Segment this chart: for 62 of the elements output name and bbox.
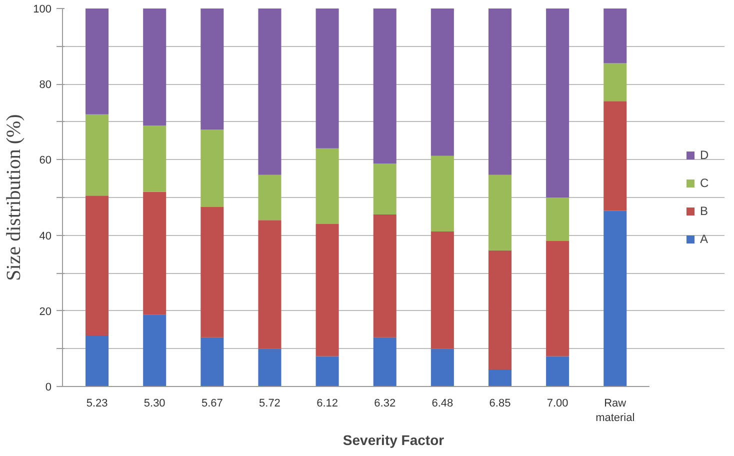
x-axis-title: Severity Factor <box>342 432 445 448</box>
bar <box>546 198 570 241</box>
bar <box>316 148 339 224</box>
y-tick-label: 100 <box>33 4 52 16</box>
bar <box>86 8 109 114</box>
bar <box>258 8 282 175</box>
legend-label: A <box>700 232 710 246</box>
bar <box>604 210 627 386</box>
bar <box>604 101 627 211</box>
bar <box>258 174 282 220</box>
x-tick-label: 5.67 <box>201 398 223 410</box>
bar <box>316 356 339 386</box>
x-tick-label: 5.30 <box>144 398 166 410</box>
bar <box>373 337 396 386</box>
x-tick-label: 6.12 <box>316 398 338 410</box>
y-axis-title: Size distribution (%) <box>3 114 26 281</box>
bar <box>488 174 512 250</box>
bar <box>546 240 570 356</box>
bar <box>86 335 109 386</box>
x-tick-label: 5.72 <box>259 398 280 410</box>
x-tick-label: 6.48 <box>432 398 454 410</box>
legend-label: B <box>700 204 710 218</box>
y-tick-label: 40 <box>39 230 52 242</box>
x-tick-label: Raw material <box>596 398 635 424</box>
bar <box>488 8 512 175</box>
bar <box>143 8 166 126</box>
y-tick-label: 80 <box>39 79 52 92</box>
x-tick-label: 5.23 <box>86 398 108 410</box>
bar <box>373 163 396 215</box>
bar <box>430 232 454 349</box>
bar <box>258 348 282 386</box>
x-tick-label: 7.00 <box>546 398 568 410</box>
bar <box>316 224 339 356</box>
bar <box>430 8 454 156</box>
bar <box>604 63 627 102</box>
bar <box>200 8 224 130</box>
y-tick-label: 20 <box>39 306 52 318</box>
y-tick-label: 60 <box>39 154 52 167</box>
bar <box>258 220 282 349</box>
bar <box>143 192 166 315</box>
x-tick-label: 6.32 <box>374 398 396 410</box>
bar <box>373 8 396 164</box>
bar <box>200 337 224 386</box>
bar <box>316 8 339 148</box>
bar <box>430 348 454 386</box>
legend-label: D <box>700 148 710 162</box>
bar <box>488 369 512 386</box>
bar <box>430 156 454 232</box>
bar <box>143 314 166 386</box>
bar <box>200 129 224 207</box>
bar <box>86 114 109 196</box>
bar <box>200 206 224 338</box>
y-tick-label: 0 <box>45 382 52 394</box>
bar <box>488 250 512 370</box>
legend-label: C <box>700 176 710 190</box>
bar <box>373 214 396 338</box>
bar <box>604 8 627 64</box>
bar <box>143 126 166 192</box>
x-tick-label: 6.85 <box>489 398 511 410</box>
bar <box>546 8 570 198</box>
bar <box>546 356 570 386</box>
bar <box>86 196 109 336</box>
